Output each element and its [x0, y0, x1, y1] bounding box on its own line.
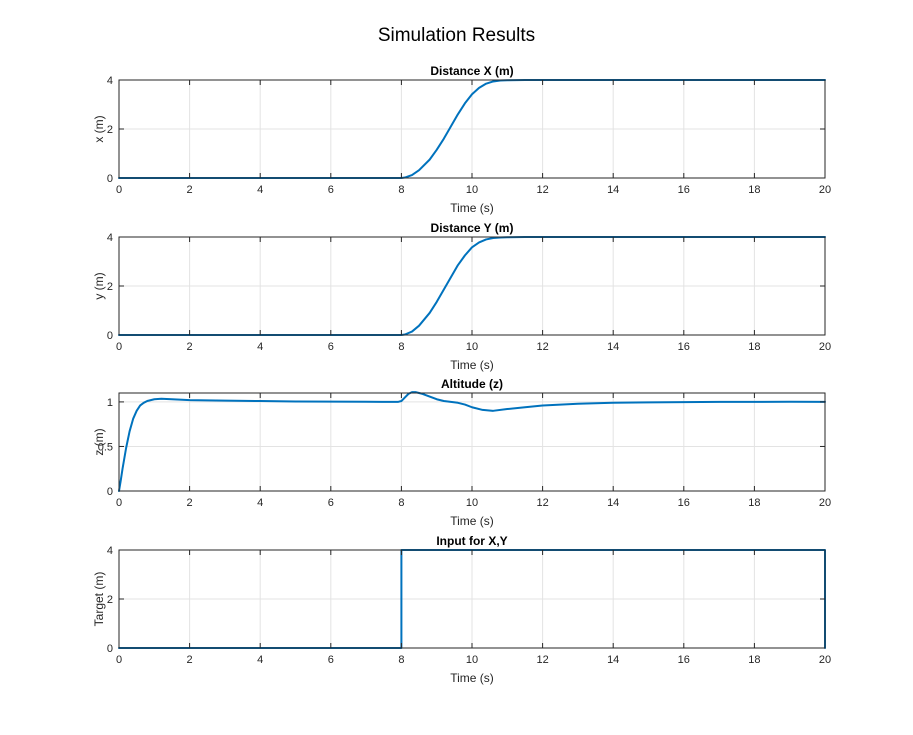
y-tick-label: 2	[107, 594, 113, 606]
subplot-title: Distance Y (m)	[431, 221, 514, 235]
x-tick-label: 12	[536, 497, 548, 509]
subplot-1: 0 2 4 6 8 10 12 14 16 18 20 0 2 4 Distance X (m) Time (…	[92, 64, 831, 215]
x-tick-label: 14	[607, 184, 619, 196]
x-tick-label: 0	[116, 654, 122, 666]
x-tick-label: 4	[257, 654, 263, 666]
x-tick-label: 2	[187, 654, 193, 666]
x-tick-label: 0	[116, 341, 122, 353]
y-tick-label: 0	[107, 486, 113, 498]
x-tick-label: 4	[257, 497, 263, 509]
x-tick-label: 2	[187, 184, 193, 196]
x-tick-label: 18	[748, 184, 760, 196]
x-axis-label: Time (s)	[450, 201, 494, 215]
x-tick-label: 2	[187, 497, 193, 509]
x-tick-label: 8	[398, 497, 404, 509]
y-axis-label: Target (m)	[92, 572, 106, 627]
x-tick-label: 10	[466, 184, 478, 196]
x-tick-label: 20	[819, 654, 831, 666]
subplot-3: 0 2 4 6 8 10 12 14 16 18 20 0 0.5 1 Altitude (z) Time (…	[92, 377, 831, 528]
y-tick-label: 4	[107, 75, 113, 87]
subplot-title: Distance X (m)	[430, 64, 513, 78]
y-tick-label: 0	[107, 330, 113, 342]
subplot-title: Altitude (z)	[441, 377, 503, 391]
x-tick-label: 6	[328, 497, 334, 509]
x-tick-label: 6	[328, 341, 334, 353]
y-tick-label: 1	[107, 397, 113, 409]
x-tick-label: 12	[536, 184, 548, 196]
x-tick-label: 8	[398, 184, 404, 196]
x-tick-label: 18	[748, 654, 760, 666]
y-tick-label: 0	[107, 643, 113, 655]
x-tick-label: 18	[748, 341, 760, 353]
x-tick-label: 12	[536, 341, 548, 353]
x-tick-label: 10	[466, 497, 478, 509]
y-tick-label: 2	[107, 124, 113, 136]
x-tick-label: 16	[678, 654, 690, 666]
x-tick-label: 6	[328, 654, 334, 666]
x-tick-label: 4	[257, 341, 263, 353]
x-tick-label: 0	[116, 184, 122, 196]
y-tick-label: 2	[107, 281, 113, 293]
x-tick-label: 14	[607, 497, 619, 509]
figure-title: Simulation Results	[377, 25, 536, 46]
x-tick-label: 12	[536, 654, 548, 666]
x-axis-label: Time (s)	[450, 671, 494, 685]
subplot-title: Input for X,Y	[436, 534, 507, 548]
x-tick-label: 14	[607, 654, 619, 666]
subplot-4: 0 2 4 6 8 10 12 14 16 18 20 0 2 4 Input for X,Y Time (s…	[92, 534, 831, 685]
y-tick-label: 0.5	[98, 441, 113, 453]
y-tick-label: 4	[107, 232, 113, 244]
x-tick-label: 16	[678, 184, 690, 196]
x-tick-label: 14	[607, 341, 619, 353]
x-axis-label: Time (s)	[450, 514, 494, 528]
y-tick-label: 0	[107, 173, 113, 185]
subplot-2: 0 2 4 6 8 10 12 14 16 18 20 0 2 4 Distance Y (m) Time (…	[92, 221, 831, 372]
x-tick-label: 8	[398, 341, 404, 353]
x-tick-label: 20	[819, 184, 831, 196]
x-tick-label: 4	[257, 184, 263, 196]
y-axis-label: y (m)	[92, 272, 106, 299]
x-tick-label: 0	[116, 497, 122, 509]
x-tick-label: 6	[328, 184, 334, 196]
x-tick-label: 20	[819, 341, 831, 353]
y-axis-label: z (m)	[92, 428, 106, 455]
x-axis-label: Time (s)	[450, 358, 494, 372]
x-tick-label: 16	[678, 341, 690, 353]
y-tick-label: 4	[107, 545, 113, 557]
x-tick-label: 16	[678, 497, 690, 509]
x-tick-label: 10	[466, 341, 478, 353]
x-tick-label: 18	[748, 497, 760, 509]
y-axis-label: x (m)	[92, 115, 106, 142]
x-tick-label: 2	[187, 341, 193, 353]
x-tick-label: 20	[819, 497, 831, 509]
x-tick-label: 10	[466, 654, 478, 666]
x-tick-label: 8	[398, 654, 404, 666]
